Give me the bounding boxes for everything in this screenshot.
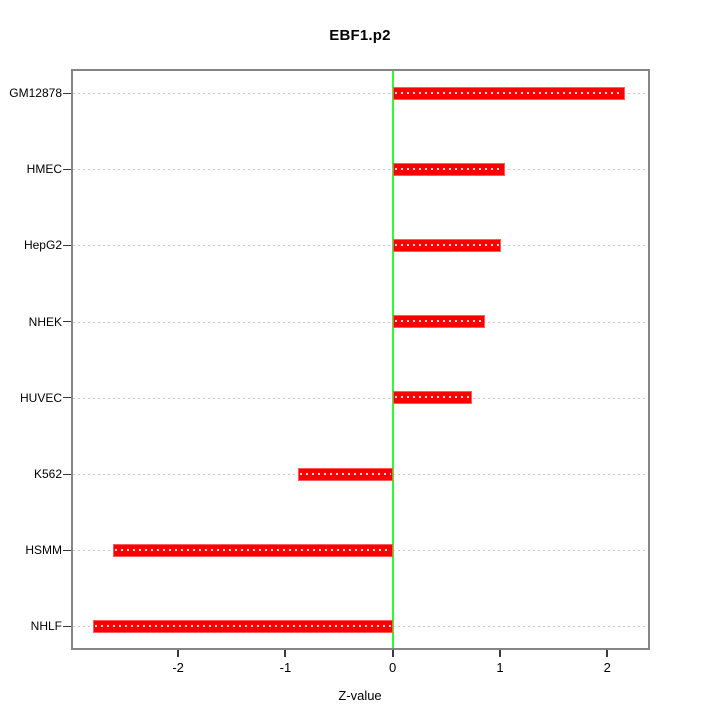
bar-dot-pattern: [394, 320, 483, 323]
zvalue-bar: [93, 619, 393, 633]
y-tick: [63, 625, 71, 627]
x-tick-label: 0: [389, 660, 397, 675]
zvalue-bar: [392, 391, 473, 405]
x-tick: [606, 650, 609, 657]
y-tick: [63, 549, 71, 551]
category-gridline: [73, 397, 648, 399]
y-tick-label: HSMM: [25, 543, 62, 558]
y-tick: [63, 473, 71, 475]
category-gridline: [73, 245, 648, 247]
zero-reference-line: [391, 71, 394, 648]
category-gridline: [73, 93, 648, 94]
bar-dot-pattern: [394, 91, 624, 94]
category-gridline: [73, 169, 648, 171]
x-tick-label: -1: [279, 660, 292, 675]
y-tick: [63, 397, 71, 399]
zvalue-bar: [392, 86, 626, 100]
y-tick: [63, 92, 71, 94]
zvalue-bar: [298, 467, 393, 481]
bar-dot-pattern: [394, 243, 500, 246]
x-tick: [498, 650, 501, 657]
x-tick-label: -2: [172, 660, 184, 675]
y-tick-label: HepG2: [23, 238, 62, 253]
y-tick-label: K562: [33, 467, 62, 481]
x-tick: [177, 650, 180, 657]
y-tick-label: HUVEC: [19, 390, 62, 405]
bar-dot-pattern: [95, 624, 391, 627]
y-tick: [63, 244, 71, 246]
plot-panel: [71, 69, 650, 650]
zvalue-bar: [392, 162, 506, 176]
zvalue-bar: [392, 315, 485, 329]
bar-dot-pattern: [114, 548, 391, 551]
category-gridline: [73, 321, 648, 323]
bar-dot-pattern: [300, 472, 391, 475]
x-tick-label: 2: [603, 660, 611, 675]
y-tick-label: HMEC: [26, 162, 62, 177]
y-tick-label: NHLF: [30, 619, 62, 634]
y-tick: [63, 321, 71, 323]
x-tick-label: 1: [496, 660, 504, 675]
bar-dot-pattern: [394, 167, 504, 170]
bar-dot-pattern: [394, 396, 471, 399]
y-tick: [63, 168, 71, 170]
y-tick-label: GM12878: [9, 86, 62, 100]
x-tick: [284, 650, 287, 657]
y-tick-label: NHEK: [28, 314, 62, 329]
zvalue-bar: [392, 238, 502, 252]
chart-title: EBF1.p2: [329, 27, 391, 44]
x-axis-title: Z-value: [338, 688, 382, 703]
zvalue-bar: [112, 543, 393, 557]
x-tick: [391, 650, 394, 657]
